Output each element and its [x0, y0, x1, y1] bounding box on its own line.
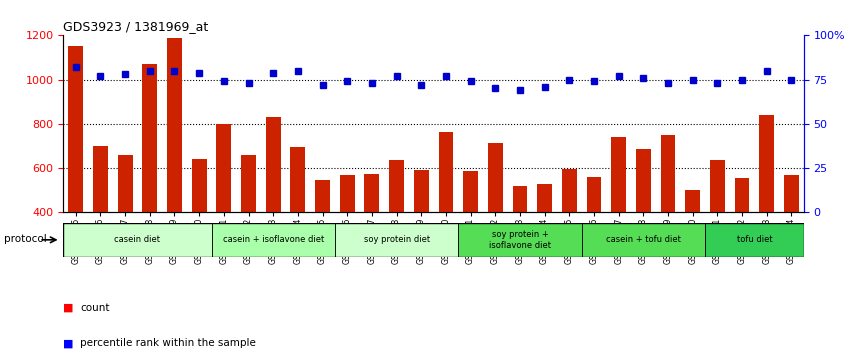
Text: percentile rank within the sample: percentile rank within the sample [80, 338, 256, 348]
Bar [438, 132, 453, 301]
Bar [586, 177, 602, 301]
Bar [266, 117, 281, 301]
Bar [705, 223, 804, 257]
Text: casein + isoflavone diet: casein + isoflavone diet [222, 235, 324, 244]
Bar [192, 159, 206, 301]
Bar [142, 64, 157, 301]
Bar [611, 137, 626, 301]
Bar [488, 143, 503, 301]
Bar [636, 149, 651, 301]
Bar [562, 169, 577, 301]
Bar [414, 170, 429, 301]
Bar [290, 147, 305, 301]
Bar [69, 46, 83, 301]
Text: tofu diet: tofu diet [737, 235, 772, 244]
Bar [212, 223, 335, 257]
Bar [93, 146, 107, 301]
Text: soy protein +
isoflavone diet: soy protein + isoflavone diet [489, 230, 551, 250]
Text: casein diet: casein diet [114, 235, 161, 244]
Bar [463, 171, 478, 301]
Bar [759, 115, 774, 301]
Text: count: count [80, 303, 110, 313]
Text: GDS3923 / 1381969_at: GDS3923 / 1381969_at [63, 20, 209, 33]
Text: casein + tofu diet: casein + tofu diet [606, 235, 681, 244]
Bar [685, 190, 700, 301]
Bar [459, 223, 581, 257]
Text: soy protein diet: soy protein diet [364, 235, 430, 244]
Bar [315, 180, 330, 301]
Bar [118, 155, 133, 301]
Bar [340, 175, 354, 301]
Bar [63, 223, 211, 257]
Bar [661, 135, 675, 301]
Bar [167, 38, 182, 301]
Text: ■: ■ [63, 338, 74, 348]
Text: protocol: protocol [4, 234, 47, 244]
Bar [389, 160, 404, 301]
Bar [784, 175, 799, 301]
Bar [217, 124, 231, 301]
Bar [734, 178, 750, 301]
Bar [365, 174, 379, 301]
Bar [581, 223, 705, 257]
Bar [241, 155, 255, 301]
Bar [513, 186, 527, 301]
Bar [335, 223, 459, 257]
Bar [710, 160, 725, 301]
Text: ■: ■ [63, 303, 74, 313]
Bar [537, 184, 552, 301]
